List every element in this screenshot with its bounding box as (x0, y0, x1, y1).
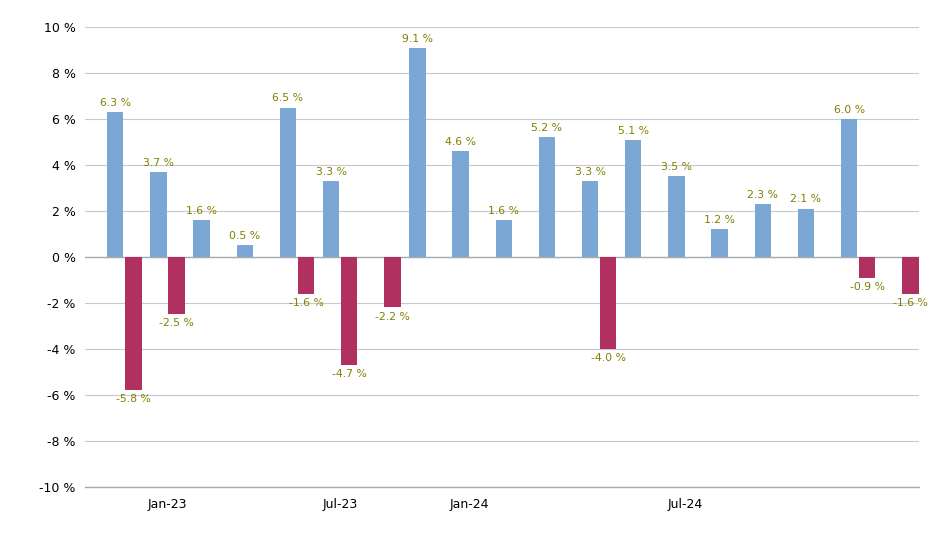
Bar (194, 220, 210, 257)
Bar (409, 48, 426, 257)
Bar (902, 257, 918, 294)
Bar (125, 257, 142, 390)
Bar (384, 257, 400, 307)
Bar (341, 257, 357, 365)
Text: 5.1 %: 5.1 % (618, 125, 649, 135)
Text: -1.6 %: -1.6 % (893, 298, 928, 308)
Bar (859, 257, 875, 278)
Bar (452, 151, 469, 257)
Bar (168, 257, 184, 314)
Text: 3.5 %: 3.5 % (661, 162, 692, 172)
Text: 1.2 %: 1.2 % (704, 215, 735, 225)
Bar (755, 204, 771, 257)
Bar (150, 172, 166, 257)
Bar (322, 181, 339, 257)
Text: 2.1 %: 2.1 % (791, 195, 822, 205)
Text: 4.6 %: 4.6 % (445, 137, 476, 147)
Text: 6.0 %: 6.0 % (834, 105, 865, 115)
Text: 3.3 %: 3.3 % (574, 167, 605, 177)
Bar (712, 229, 728, 257)
Bar (582, 181, 598, 257)
Text: 1.6 %: 1.6 % (186, 206, 217, 216)
Text: 3.7 %: 3.7 % (143, 158, 174, 168)
Bar (600, 257, 617, 349)
Bar (798, 208, 814, 257)
Text: -4.7 %: -4.7 % (332, 369, 367, 379)
Text: 6.5 %: 6.5 % (273, 94, 304, 103)
Bar (237, 245, 253, 257)
Text: -2.5 %: -2.5 % (159, 318, 194, 328)
Text: -1.6 %: -1.6 % (289, 298, 323, 308)
Text: -0.9 %: -0.9 % (850, 282, 885, 292)
Text: 2.3 %: 2.3 % (747, 190, 778, 200)
Bar (625, 140, 641, 257)
Text: 1.6 %: 1.6 % (488, 206, 519, 216)
Bar (841, 119, 857, 257)
Text: 3.3 %: 3.3 % (316, 167, 347, 177)
Text: 6.3 %: 6.3 % (100, 98, 131, 108)
Text: 5.2 %: 5.2 % (531, 123, 562, 133)
Text: 9.1 %: 9.1 % (402, 34, 433, 43)
Bar (280, 107, 296, 257)
Text: -5.8 %: -5.8 % (116, 394, 150, 404)
Text: 0.5 %: 0.5 % (229, 231, 260, 241)
Bar (298, 257, 314, 294)
Bar (539, 138, 556, 257)
Text: -4.0 %: -4.0 % (590, 353, 626, 363)
Bar (495, 220, 512, 257)
Bar (107, 112, 123, 257)
Text: -2.2 %: -2.2 % (375, 311, 410, 322)
Bar (668, 177, 684, 257)
